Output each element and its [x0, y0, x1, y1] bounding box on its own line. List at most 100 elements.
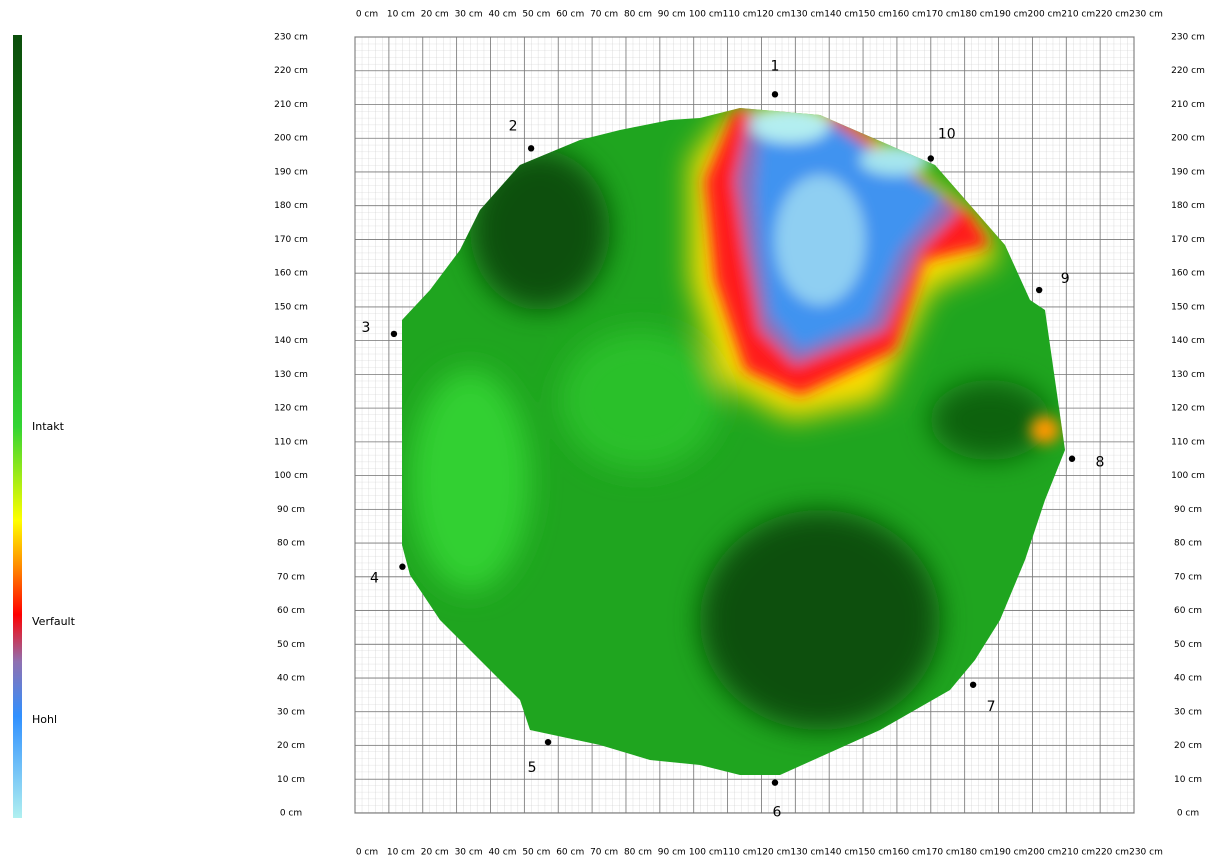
y-tick-label: 60 cm [277, 606, 305, 616]
x-tick-label: 160 cm [892, 10, 926, 20]
sensor-point [1035, 286, 1043, 294]
y-tick-label: 140 cm [1171, 336, 1205, 346]
y-tick-label: 90 cm [277, 505, 305, 515]
x-tick-label: 210 cm [1061, 10, 1095, 20]
y-tick-label: 200 cm [1171, 134, 1205, 144]
x-tick-label: 0 cm [356, 848, 378, 858]
y-tick-label: 160 cm [274, 269, 308, 279]
x-tick-label: 190 cm [994, 10, 1028, 20]
y-tick-label: 130 cm [1171, 370, 1205, 380]
x-tick-label: 150 cm [858, 10, 892, 20]
color-bar [13, 35, 22, 818]
y-tick-label: 50 cm [277, 640, 305, 650]
y-tick-label: 0 cm [280, 809, 302, 819]
x-tick-label: 80 cm [624, 10, 652, 20]
y-tick-label: 110 cm [1171, 437, 1205, 447]
sensor-point [771, 91, 779, 98]
x-tick-label: 140 cm [824, 848, 858, 858]
x-tick-label: 50 cm [522, 848, 550, 858]
x-tick-label: 120 cm [757, 10, 791, 20]
y-tick-label: 190 cm [1171, 167, 1205, 177]
x-tick-label: 160 cm [892, 848, 926, 858]
sensor-label: 2 [509, 118, 518, 134]
sensor-point [399, 563, 406, 570]
y-tick-label: 120 cm [274, 404, 308, 414]
y-tick-label: 110 cm [274, 437, 308, 447]
sensor-label: 4 [370, 571, 379, 587]
y-tick-label: 40 cm [1174, 674, 1202, 684]
y-tick-label: 220 cm [274, 66, 308, 76]
y-tick-label: 220 cm [1171, 66, 1205, 76]
x-tick-label: 140 cm [824, 10, 858, 20]
y-tick-label: 230 cm [274, 33, 308, 43]
y-tick-label: 190 cm [274, 167, 308, 177]
y-tick-label: 40 cm [277, 674, 305, 684]
x-tick-label: 0 cm [356, 10, 378, 20]
y-tick-label: 170 cm [1171, 235, 1205, 245]
x-tick-label: 20 cm [421, 10, 449, 20]
sensor-label: 5 [528, 760, 537, 776]
x-tick-label: 100 cm [689, 10, 723, 20]
x-tick-label: 40 cm [488, 10, 516, 20]
y-tick-label: 160 cm [1171, 269, 1205, 279]
x-tick-label: 230 cm [1129, 848, 1163, 858]
x-tick-label: 150 cm [858, 848, 892, 858]
sensor-label: 6 [773, 805, 782, 821]
y-tick-label: 80 cm [277, 539, 305, 549]
x-tick-label: 90 cm [658, 848, 686, 858]
y-tick-label: 30 cm [1174, 707, 1202, 717]
legend-label: Verfault [32, 615, 76, 628]
legend-label: Hohl [32, 713, 57, 726]
sensor-label: 9 [1061, 271, 1070, 287]
x-tick-label: 130 cm [790, 848, 824, 858]
sensor-label: 1 [771, 58, 780, 74]
sensor-point [527, 145, 535, 152]
x-tick-label: 110 cm [723, 848, 757, 858]
sensor-point [771, 779, 779, 786]
sensor-label: 7 [987, 699, 996, 715]
y-tick-label: 0 cm [1177, 809, 1199, 819]
x-tick-label: 220 cm [1095, 10, 1129, 20]
x-tick-label: 190 cm [994, 848, 1028, 858]
x-tick-label: 130 cm [790, 10, 824, 20]
y-tick-label: 140 cm [274, 336, 308, 346]
y-tick-label: 150 cm [274, 302, 308, 312]
x-tick-label: 60 cm [556, 10, 584, 20]
x-tick-label: 100 cm [689, 848, 723, 858]
y-tick-label: 180 cm [274, 201, 308, 211]
x-tick-label: 40 cm [488, 848, 516, 858]
x-tick-label: 200 cm [1028, 848, 1062, 858]
x-tick-label: 60 cm [556, 848, 584, 858]
sensor-point [544, 738, 552, 746]
tomogram [402, 108, 1065, 775]
sensor-label: 3 [361, 320, 370, 336]
sensor-point [1068, 455, 1076, 462]
y-tick-label: 80 cm [1174, 539, 1202, 549]
y-tick-label: 60 cm [1174, 606, 1202, 616]
x-tick-label: 230 cm [1129, 10, 1163, 20]
x-tick-label: 70 cm [590, 848, 618, 858]
y-tick-label: 210 cm [1171, 100, 1205, 110]
x-tick-label: 30 cm [455, 848, 483, 858]
y-tick-label: 90 cm [1174, 505, 1202, 515]
y-tick-label: 150 cm [1171, 302, 1205, 312]
x-tick-label: 50 cm [522, 10, 550, 20]
x-tick-label: 120 cm [757, 848, 791, 858]
x-tick-label: 70 cm [590, 10, 618, 20]
y-tick-label: 10 cm [1174, 775, 1202, 785]
y-tick-label: 100 cm [274, 471, 308, 481]
y-tick-label: 230 cm [1171, 33, 1205, 43]
x-tick-label: 10 cm [387, 10, 415, 20]
y-tick-label: 180 cm [1171, 201, 1205, 211]
y-tick-label: 70 cm [277, 572, 305, 582]
x-tick-label: 200 cm [1028, 10, 1062, 20]
y-tick-label: 210 cm [274, 100, 308, 110]
x-tick-label: 180 cm [960, 10, 994, 20]
x-tick-label: 20 cm [421, 848, 449, 858]
x-tick-label: 220 cm [1095, 848, 1129, 858]
x-tick-label: 170 cm [926, 10, 960, 20]
y-tick-label: 120 cm [1171, 404, 1205, 414]
y-tick-label: 20 cm [277, 741, 305, 751]
legend-label: Intakt [32, 420, 65, 433]
